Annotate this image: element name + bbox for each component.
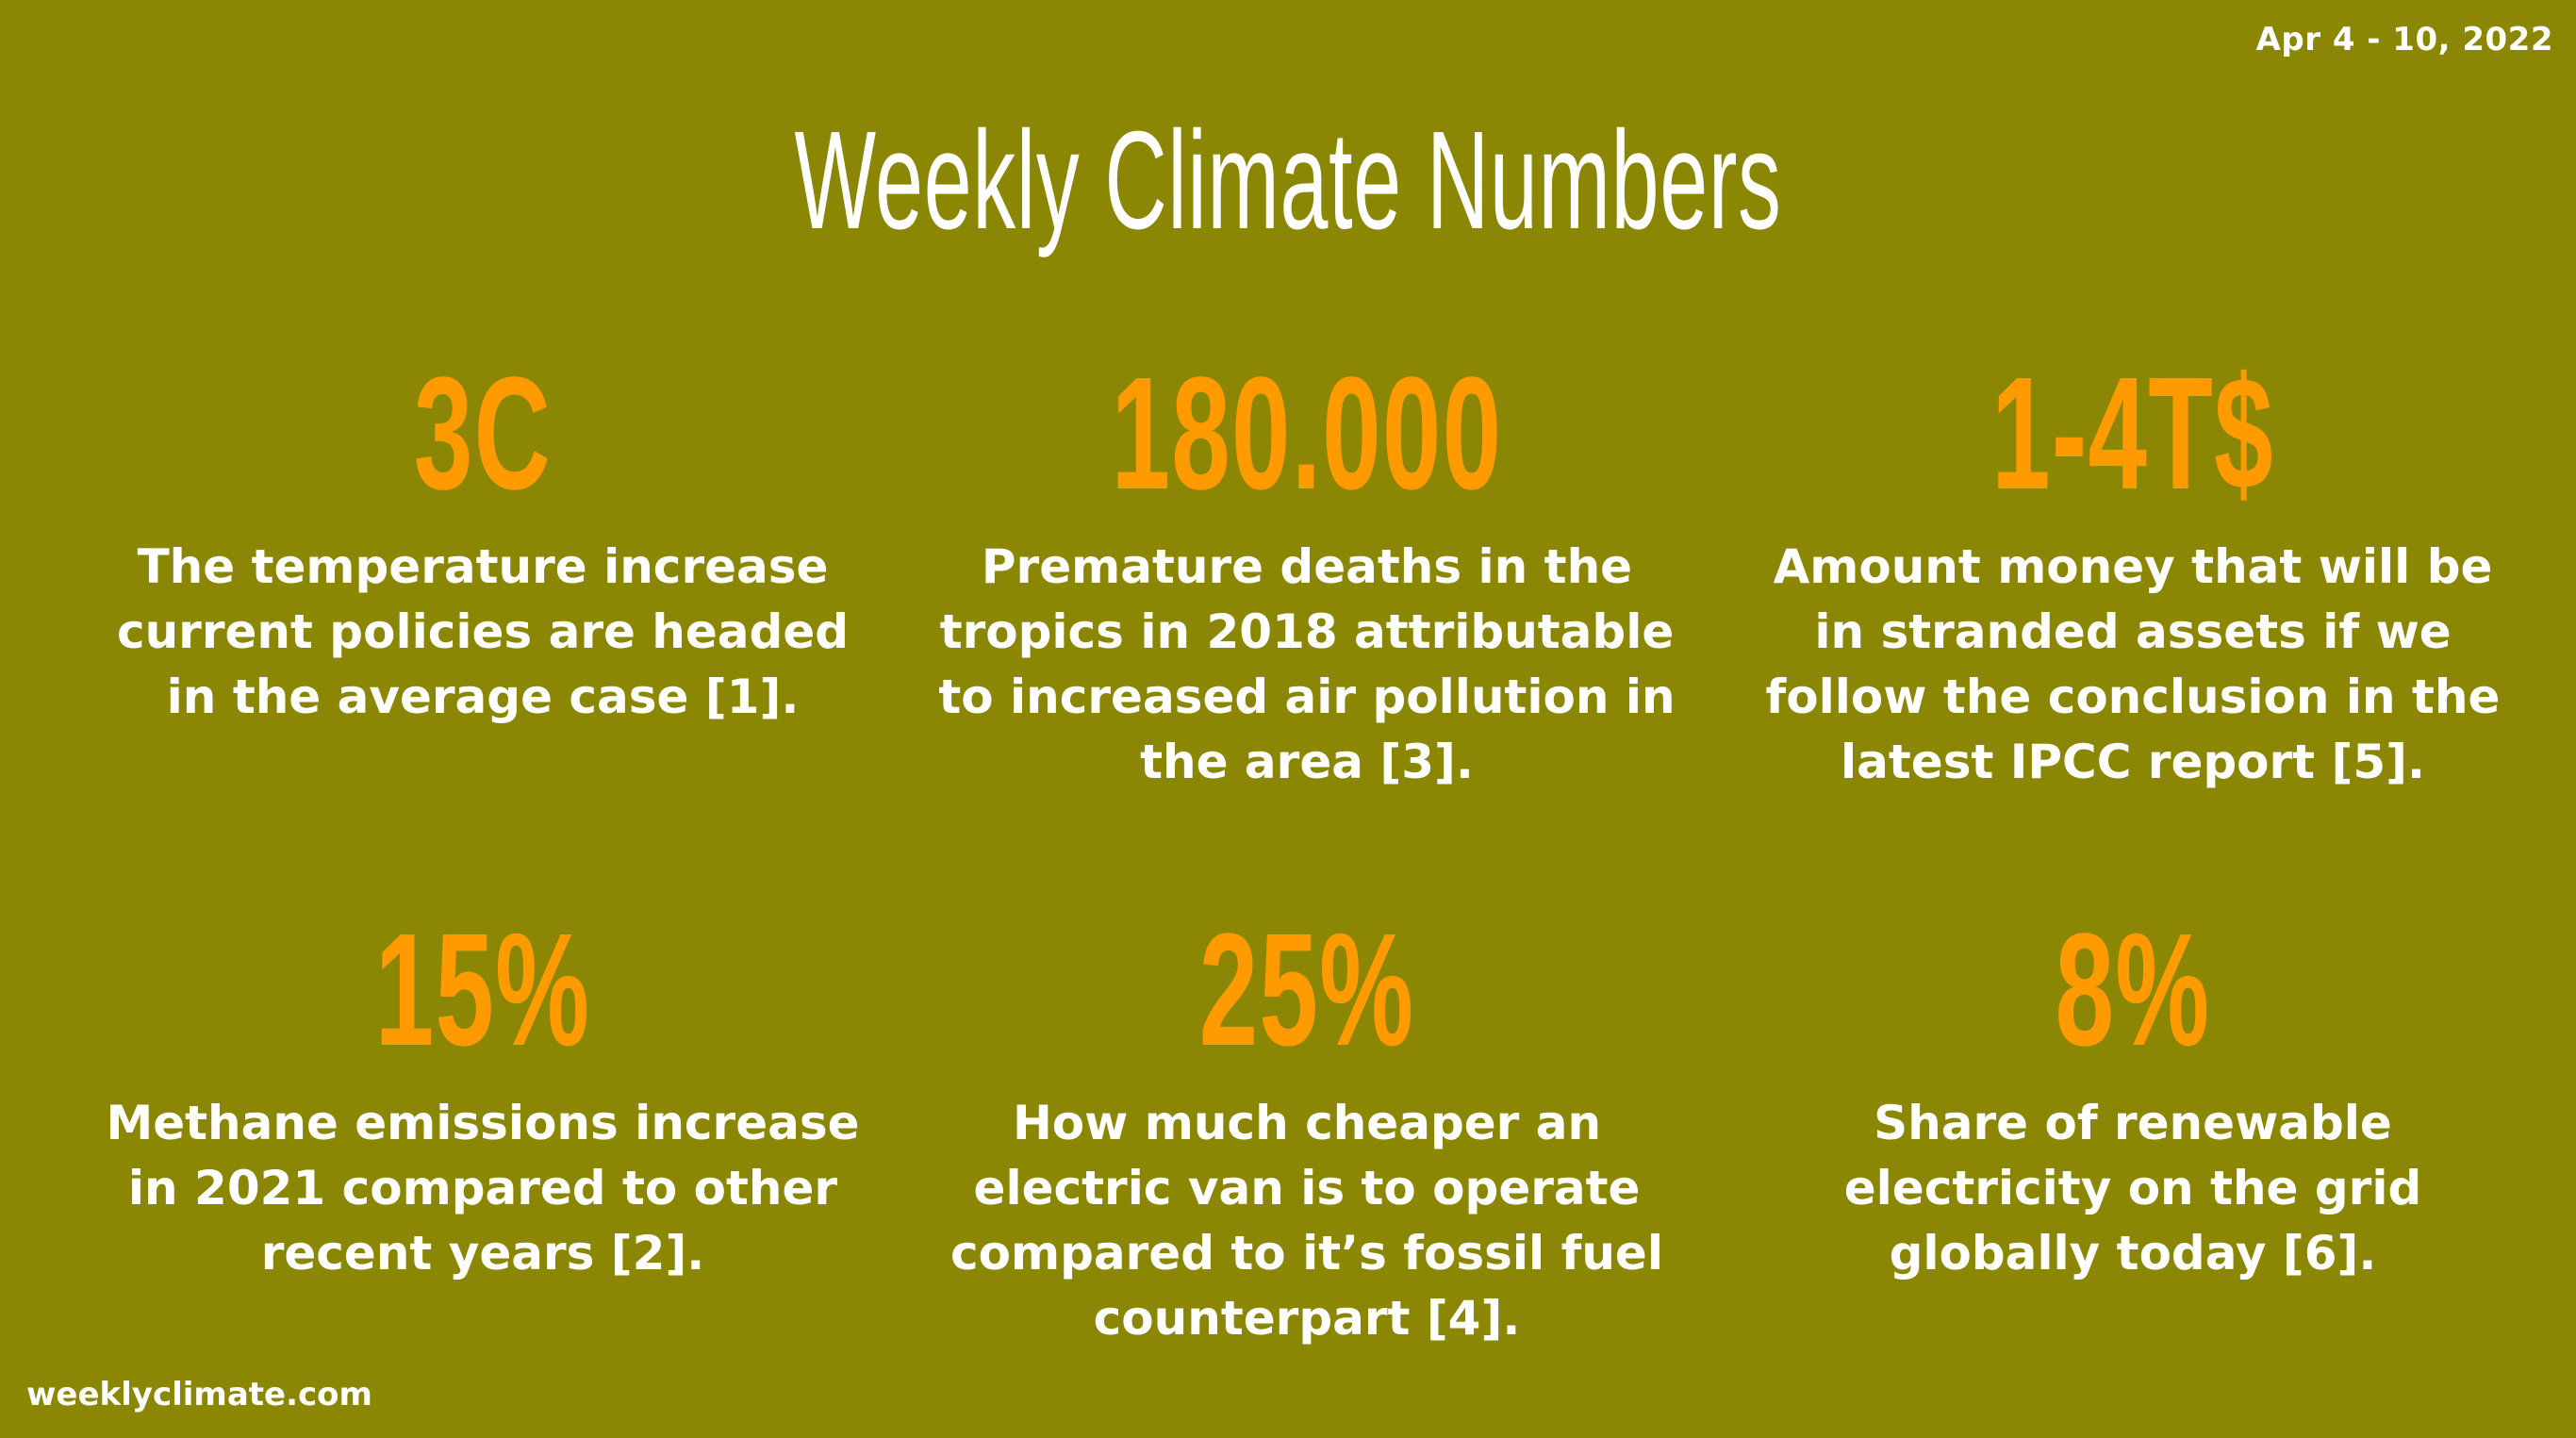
stat-card: 3C The temperature increase current poli… — [58, 354, 907, 730]
stat-description: Share of renewable electricity on the gr… — [1843, 1096, 2422, 1281]
stat-value: 3C — [413, 344, 553, 523]
stat-card: 180.000 Premature deaths in the tropics … — [883, 354, 1731, 795]
stat-value: 15% — [374, 901, 591, 1080]
stat-card: 25% How much cheaper an electric van is … — [883, 910, 1731, 1351]
page-title: Weekly Climate Numbers — [794, 103, 1782, 258]
stat-card: 8% Share of renewable electricity on the… — [1709, 910, 2557, 1286]
stat-value: 8% — [2055, 901, 2211, 1080]
stat-description: The temperature increase current policie… — [116, 539, 850, 724]
stat-description: Amount money that will be in stranded as… — [1765, 539, 2501, 789]
stat-value: 180.000 — [1111, 344, 1503, 523]
date-range: Apr 4 - 10, 2022 — [2255, 21, 2553, 58]
stat-description: Methane emissions increase in 2021 compa… — [106, 1096, 860, 1281]
stat-card: 1-4T$ Amount money that will be in stran… — [1709, 354, 2557, 795]
website-link[interactable]: weeklyclimate.com — [26, 1376, 372, 1413]
stat-value: 25% — [1198, 901, 1415, 1080]
stat-description: How much cheaper an electric van is to o… — [950, 1096, 1663, 1346]
stat-card: 15% Methane emissions increase in 2021 c… — [58, 910, 907, 1286]
stat-description: Premature deaths in the tropics in 2018 … — [938, 539, 1676, 789]
stat-value: 1-4T$ — [1991, 344, 2274, 523]
